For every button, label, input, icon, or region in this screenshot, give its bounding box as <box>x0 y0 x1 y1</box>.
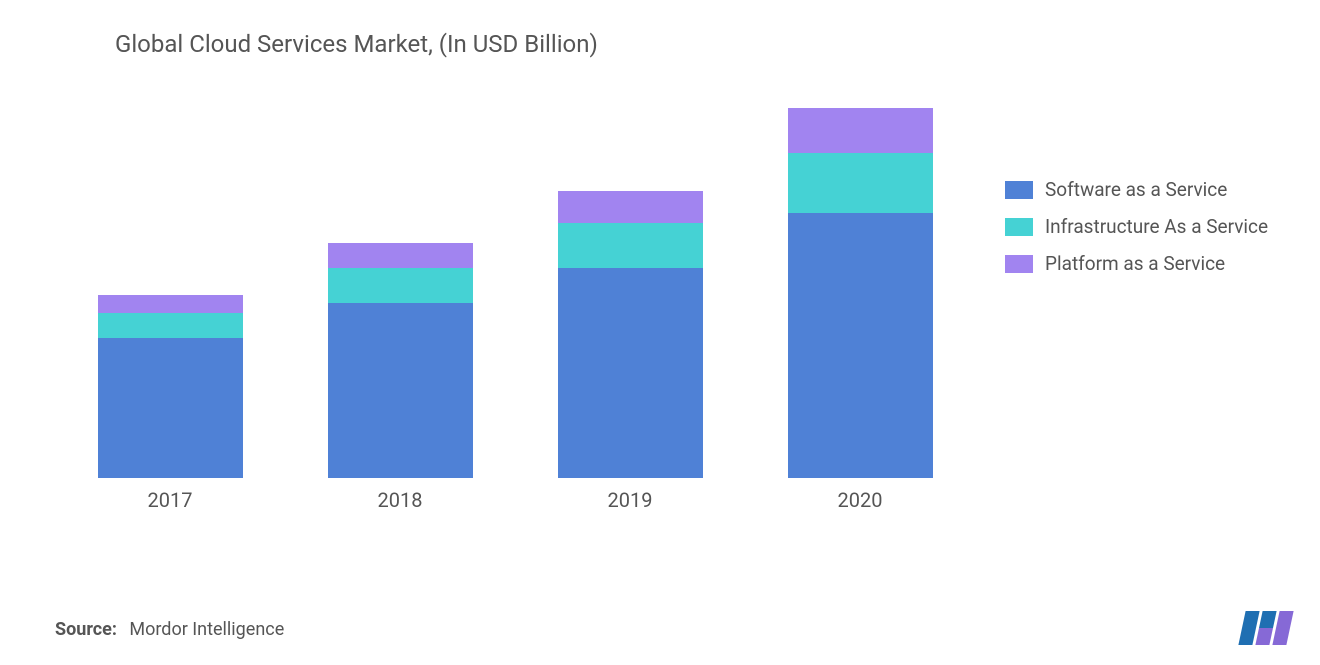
bar-segment-saas <box>328 303 473 478</box>
legend-swatch-icon <box>1005 181 1033 199</box>
x-axis-label: 2017 <box>55 488 285 512</box>
bar-slot-2019 <box>515 191 745 478</box>
bar-segment-paas <box>328 243 473 268</box>
bar-segment-iaas <box>558 223 703 268</box>
bar-segment-paas <box>788 108 933 153</box>
chart-row: 2017 2018 2019 2020 Software as a Servic… <box>0 78 1320 548</box>
legend-item-paas: Platform as a Service <box>1005 252 1268 275</box>
source-attribution: Source: Mordor Intelligence <box>55 619 284 640</box>
source-prefix: Source: <box>55 619 117 640</box>
bar-slot-2020 <box>745 108 975 478</box>
bars-region <box>55 78 975 478</box>
brand-logo-icon <box>1242 611 1290 645</box>
bar-segment-iaas <box>98 313 243 338</box>
bar-segment-iaas <box>788 153 933 213</box>
legend-item-saas: Software as a Service <box>1005 178 1268 201</box>
chart-container: Global Cloud Services Market, (In USD Bi… <box>0 0 1320 665</box>
bar-slot-2017 <box>55 295 285 478</box>
bar-segment-iaas <box>328 268 473 303</box>
bar-segment-saas <box>558 268 703 478</box>
stacked-bar <box>328 243 473 478</box>
legend-label: Infrastructure As a Service <box>1045 215 1268 238</box>
bar-segment-saas <box>788 213 933 478</box>
source-text: Mordor Intelligence <box>129 619 284 640</box>
chart-title: Global Cloud Services Market, (In USD Bi… <box>0 30 1320 58</box>
legend-swatch-icon <box>1005 255 1033 273</box>
bar-segment-paas <box>98 295 243 313</box>
legend-label: Software as a Service <box>1045 178 1227 201</box>
logo-stripe-icon <box>1272 611 1293 645</box>
legend-item-iaas: Infrastructure As a Service <box>1005 215 1268 238</box>
x-axis-label: 2018 <box>285 488 515 512</box>
stacked-bar <box>788 108 933 478</box>
stacked-bar <box>98 295 243 478</box>
bar-slot-2018 <box>285 243 515 478</box>
x-axis-label: 2020 <box>745 488 975 512</box>
x-axis-label: 2019 <box>515 488 745 512</box>
legend-label: Platform as a Service <box>1045 252 1225 275</box>
x-axis-labels: 2017 2018 2019 2020 <box>55 488 975 512</box>
bar-segment-saas <box>98 338 243 478</box>
plot-area: 2017 2018 2019 2020 <box>55 78 975 548</box>
bar-segment-paas <box>558 191 703 223</box>
legend-swatch-icon <box>1005 218 1033 236</box>
stacked-bar <box>558 191 703 478</box>
legend: Software as a Service Infrastructure As … <box>1005 178 1268 275</box>
